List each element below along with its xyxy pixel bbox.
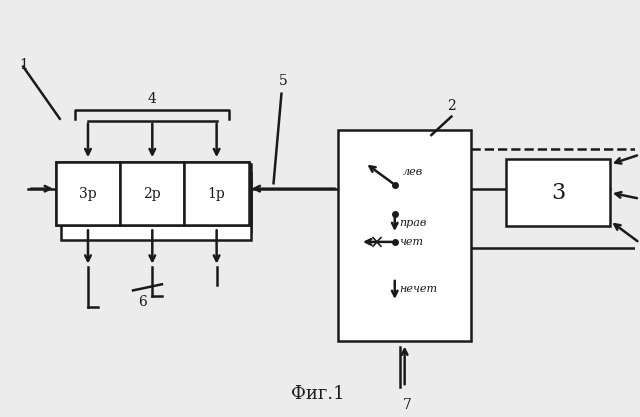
Text: 2: 2 [447,99,456,113]
Bar [56,162,120,225]
Bar [184,162,249,225]
Bar [61,182,251,241]
Bar [120,162,184,225]
Bar [506,159,610,226]
Text: чет: чет [400,237,424,247]
Text: 4: 4 [148,92,157,106]
Bar [338,130,472,342]
Text: Фиг.1: Фиг.1 [291,385,345,403]
Text: 3: 3 [551,182,565,203]
Text: лев: лев [403,167,423,177]
Text: 3р: 3р [79,187,97,201]
Text: 1: 1 [19,58,28,72]
Bar [72,164,251,223]
Text: 1р: 1р [208,187,225,201]
Text: 6: 6 [138,295,147,309]
Text: 5: 5 [279,74,288,88]
Text: нечет: нечет [400,284,438,294]
Text: 7: 7 [403,398,412,412]
Bar [66,173,251,232]
Text: 2р: 2р [143,187,161,201]
Text: прав: прав [400,218,427,228]
Bar [56,162,249,225]
